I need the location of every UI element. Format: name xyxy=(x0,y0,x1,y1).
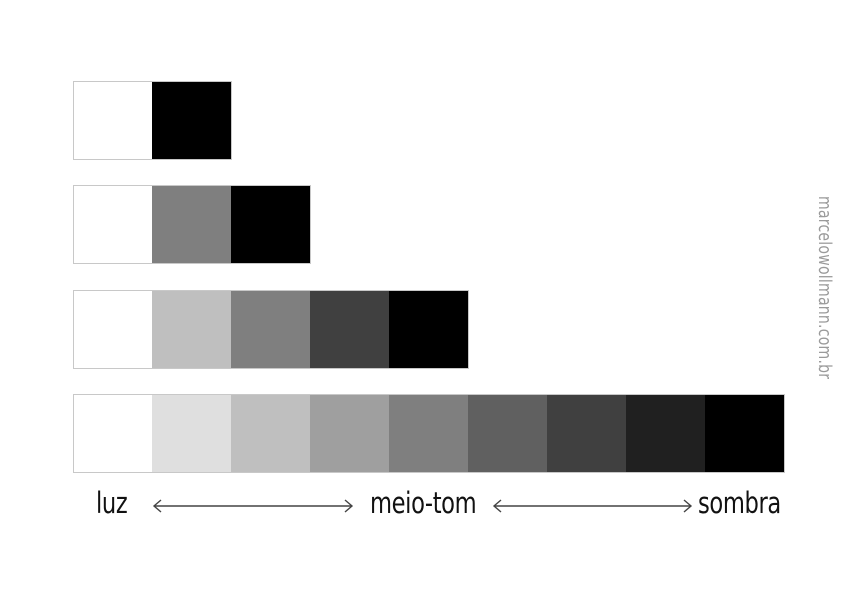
watermark: marcelowollmann.com.br xyxy=(813,196,835,402)
tone-swatch xyxy=(74,395,152,472)
arrow-light-to-midtone xyxy=(152,499,354,513)
value-scale-9-tones xyxy=(73,394,785,473)
tone-swatch xyxy=(626,395,705,472)
label-midtone: meio-tom xyxy=(370,486,477,520)
tone-swatch xyxy=(152,291,231,368)
tone-swatch xyxy=(74,82,152,159)
tone-swatch xyxy=(231,395,310,472)
tone-swatch xyxy=(705,395,784,472)
tone-swatch xyxy=(389,291,468,368)
label-shadow: sombra xyxy=(698,486,781,520)
tone-swatch xyxy=(310,291,389,368)
tone-swatch xyxy=(468,395,547,472)
value-scale-2-tones xyxy=(73,81,232,160)
arrow-midtone-to-shadow xyxy=(492,499,693,513)
tone-swatch xyxy=(74,291,152,368)
value-scale-5-tones xyxy=(73,290,469,369)
tone-swatch xyxy=(310,395,389,472)
tone-swatch xyxy=(152,82,231,159)
tone-swatch xyxy=(231,186,310,263)
label-light: luz xyxy=(96,486,128,520)
tone-swatch xyxy=(547,395,626,472)
tone-swatch xyxy=(231,291,310,368)
tone-swatch xyxy=(74,186,152,263)
tone-swatch xyxy=(152,186,231,263)
tone-swatch xyxy=(152,395,231,472)
value-scale-3-tones xyxy=(73,185,311,264)
tone-swatch xyxy=(389,395,468,472)
watermark-text: marcelowollmann.com.br xyxy=(814,196,835,380)
